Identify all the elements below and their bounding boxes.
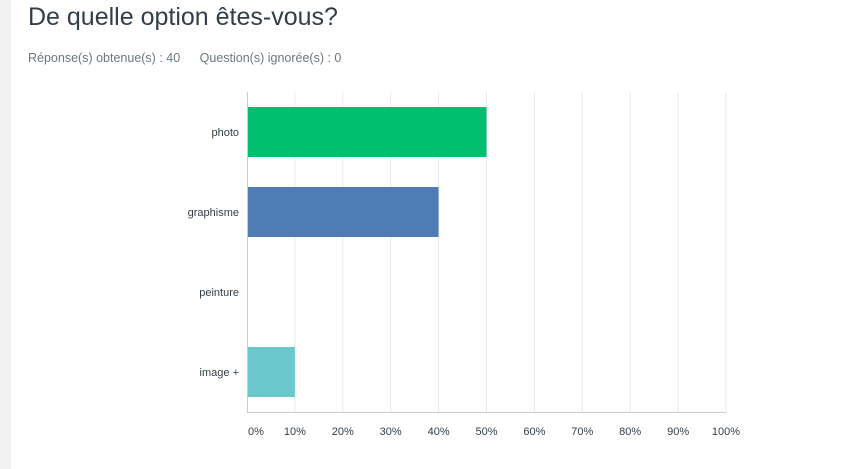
x-tick-label: 60% (523, 426, 545, 438)
x-tick-label: 50% (475, 426, 497, 438)
category-labels: photo graphisme peinture image + (188, 127, 239, 379)
left-rail (0, 0, 11, 469)
category-label: photo (211, 127, 239, 139)
x-tick-label: 30% (380, 426, 402, 438)
x-tick-label: 40% (428, 426, 450, 438)
x-tick-label: 10% (284, 426, 306, 438)
question-title: De quelle option êtes-vous? (28, 3, 338, 31)
category-label: peinture (199, 287, 239, 299)
x-tick-label: 20% (332, 426, 354, 438)
answered-count: Réponse(s) obtenue(s) : 40 (28, 51, 181, 65)
x-tick-label: 0% (248, 426, 264, 438)
bar-graphisme[interactable] (247, 187, 439, 237)
x-tick-label: 70% (571, 426, 593, 438)
x-tick-label: 90% (667, 426, 689, 438)
bars (247, 107, 487, 397)
x-tick-labels: 0% 10% 20% 30% 40% 50% 60% 70% 80% 90% 100% (248, 426, 740, 438)
skipped-count: Question(s) ignorée(s) : 0 (199, 51, 342, 65)
x-tick-label: 80% (619, 426, 641, 438)
axes (247, 92, 726, 413)
bar-photo[interactable] (247, 107, 487, 157)
category-label: image + (200, 367, 239, 379)
response-stats: Réponse(s) obtenue(s) : 40 Question(s) i… (28, 51, 357, 65)
category-label: graphisme (188, 207, 239, 219)
x-tick-label: 100% (712, 426, 740, 438)
bar-image[interactable] (247, 347, 295, 397)
